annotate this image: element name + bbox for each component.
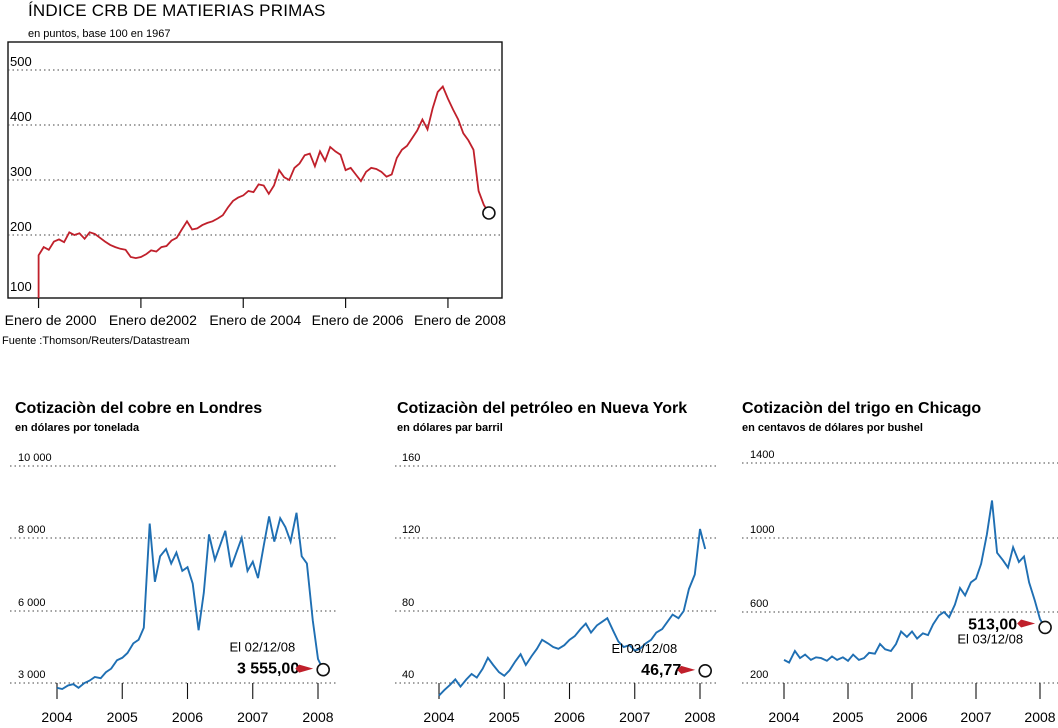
copper-series-line bbox=[56, 512, 325, 691]
oil-subtitle: en dólares par barril bbox=[397, 422, 503, 434]
wheat-annotation: 513,00 El 03/12/08 bbox=[957, 616, 1036, 646]
copper-x-ticks: 2004 2005 2006 2007 2008 bbox=[41, 683, 334, 725]
oil-x-tick-label: 2006 bbox=[554, 709, 585, 725]
copper-y-tick-label: 8 000 bbox=[18, 524, 46, 536]
oil-series-line bbox=[438, 528, 707, 697]
oil-x-tick-label: 2004 bbox=[423, 709, 454, 725]
oil-annotation-value: 46,77 bbox=[641, 662, 681, 679]
crb-series-line bbox=[37, 84, 490, 298]
oil-annotation: El 03/12/08 46,77 bbox=[611, 641, 696, 679]
wheat-end-marker bbox=[1038, 620, 1052, 635]
wheat-y-tick-label: 1000 bbox=[750, 524, 774, 536]
oil-chart: Cotizaciòn del petróleo en Nueva York en… bbox=[395, 400, 716, 725]
crb-end-marker bbox=[482, 206, 496, 220]
source-note: Fuente :Thomson/Reuters/Datastream bbox=[2, 335, 190, 347]
oil-pointer-arrow bbox=[677, 665, 696, 674]
wheat-gridlines bbox=[742, 462, 1058, 684]
crb-x-tick-label: Enero de 2004 bbox=[209, 312, 301, 328]
copper-y-tick-label: 10 000 bbox=[18, 452, 52, 464]
wheat-x-tick-label: 2007 bbox=[960, 709, 991, 725]
oil-x-tick-label: 2007 bbox=[619, 709, 650, 725]
crb-x-tick-label: Enero de2002 bbox=[109, 312, 197, 328]
copper-annotation-value: 3 555,00 bbox=[237, 661, 299, 678]
oil-y-tick-label: 40 bbox=[402, 669, 414, 681]
copper-subtitle: en dólares por tonelada bbox=[15, 422, 140, 434]
crb-x-tick-label: Enero de 2006 bbox=[312, 312, 404, 328]
wheat-y-tick-labels: 1400 1000 600 200 bbox=[750, 449, 774, 681]
copper-chart: Cotizaciòn del cobre en Londres en dólar… bbox=[10, 400, 338, 725]
crb-title: ÍNDICE CRB DE MATIERIAS PRIMAS bbox=[28, 1, 326, 20]
oil-x-ticks: 2004 2005 2006 2007 2008 bbox=[423, 683, 716, 725]
wheat-subtitle: en centavos de dólares por bushel bbox=[742, 422, 923, 434]
copper-y-tick-labels: 10 000 8 000 6 000 3 000 bbox=[18, 452, 52, 681]
oil-y-tick-label: 120 bbox=[402, 524, 420, 536]
copper-x-tick-label: 2005 bbox=[107, 709, 138, 725]
oil-y-tick-labels: 160 120 80 40 bbox=[402, 452, 420, 681]
crb-y-tick-label: 300 bbox=[10, 164, 32, 179]
crb-y-tick-label: 500 bbox=[10, 54, 32, 69]
oil-y-tick-label: 160 bbox=[402, 452, 420, 464]
crb-y-tick-label: 100 bbox=[10, 279, 32, 294]
crb-subtitle: en puntos, base 100 en 1967 bbox=[28, 28, 171, 40]
crb-y-tick-label: 200 bbox=[10, 219, 32, 234]
copper-x-tick-label: 2007 bbox=[237, 709, 268, 725]
crb-y-tick-labels: 500 400 300 200 100 bbox=[10, 54, 32, 294]
copper-annotation: El 02/12/08 3 555,00 bbox=[229, 640, 314, 678]
wheat-y-tick-label: 200 bbox=[750, 669, 768, 681]
copper-pointer-arrow bbox=[295, 664, 314, 673]
copper-gridlines bbox=[10, 465, 338, 684]
crb-y-tick-label: 400 bbox=[10, 109, 32, 124]
crb-x-tick-label: Enero de 2000 bbox=[5, 312, 97, 328]
oil-title: Cotizaciòn del petróleo en Nueva York bbox=[397, 400, 687, 417]
crb-x-tick-label: Enero de 2008 bbox=[414, 312, 506, 328]
copper-x-tick-label: 2008 bbox=[302, 709, 333, 725]
copper-x-tick-label: 2006 bbox=[172, 709, 203, 725]
oil-x-tick-label: 2008 bbox=[684, 709, 715, 725]
wheat-title: Cotizaciòn del trigo en Chicago bbox=[742, 400, 981, 417]
oil-end-marker bbox=[698, 663, 713, 678]
crb-x-ticks: Enero de 2000 Enero de2002 Enero de 2004 En… bbox=[5, 298, 506, 328]
crb-chart: ÍNDICE CRB DE MATIERIAS PRIMAS en puntos… bbox=[5, 1, 506, 328]
copper-end-marker bbox=[316, 662, 331, 677]
oil-x-tick-label: 2005 bbox=[489, 709, 520, 725]
wheat-y-tick-label: 600 bbox=[750, 598, 768, 610]
copper-annotation-date: El 02/12/08 bbox=[229, 640, 295, 655]
crb-gridlines bbox=[8, 69, 502, 236]
wheat-x-tick-label: 2006 bbox=[896, 709, 927, 725]
wheat-series-line bbox=[783, 500, 1046, 664]
wheat-annotation-date: El 03/12/08 bbox=[957, 631, 1023, 646]
copper-y-tick-label: 3 000 bbox=[18, 669, 46, 681]
wheat-pointer-arrow bbox=[1017, 619, 1036, 628]
wheat-chart: Cotizaciòn del trigo en Chicago en centa… bbox=[742, 400, 1058, 725]
copper-x-tick-label: 2004 bbox=[41, 709, 72, 725]
wheat-annotation-value: 513,00 bbox=[968, 616, 1017, 633]
oil-y-tick-label: 80 bbox=[402, 597, 414, 609]
wheat-x-tick-label: 2005 bbox=[832, 709, 863, 725]
copper-title: Cotizaciòn del cobre en Londres bbox=[15, 400, 262, 417]
copper-y-tick-label: 6 000 bbox=[18, 597, 46, 609]
wheat-y-tick-label: 1400 bbox=[750, 449, 774, 461]
wheat-x-tick-label: 2008 bbox=[1024, 709, 1055, 725]
wheat-x-ticks: 2004 2005 2006 2007 2008 bbox=[768, 683, 1056, 725]
wheat-x-tick-label: 2004 bbox=[768, 709, 799, 725]
crb-frame bbox=[7, 41, 503, 299]
oil-annotation-date: El 03/12/08 bbox=[611, 641, 677, 656]
